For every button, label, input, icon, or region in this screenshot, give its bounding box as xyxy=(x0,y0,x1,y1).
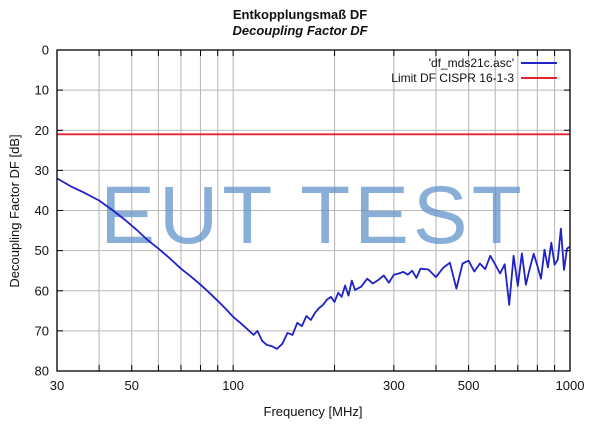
x-tick-label: 100 xyxy=(222,378,244,393)
y-axis-label: Decoupling Factor DF [dB] xyxy=(7,134,22,287)
y-tick-label: 60 xyxy=(35,283,49,298)
y-tick-label: 0 xyxy=(42,43,49,58)
x-tick-label: 30 xyxy=(50,378,64,393)
x-tick-label: 300 xyxy=(383,378,405,393)
y-tick-label: 30 xyxy=(35,163,49,178)
chart-title: Entkopplungsmaß DF xyxy=(232,7,368,22)
legend-label-2: Limit DF CISPR 16-1-3 xyxy=(391,71,514,85)
chart-subtitle: Decoupling Factor DF xyxy=(232,23,368,38)
x-tick-label: 50 xyxy=(124,378,138,393)
x-tick-label: 500 xyxy=(458,378,480,393)
x-axis-label: Frequency [MHz] xyxy=(264,404,363,419)
legend: 'df_mds21c.asc'Limit DF CISPR 16-1-3 xyxy=(391,56,557,85)
y-tick-label: 50 xyxy=(35,243,49,258)
x-tick-label: 1000 xyxy=(556,378,585,393)
y-tick-label: 10 xyxy=(35,83,49,98)
legend-label-1: 'df_mds21c.asc' xyxy=(429,56,514,70)
y-tick-label: 40 xyxy=(35,203,49,218)
y-tick-label: 70 xyxy=(35,323,49,338)
series-line-1 xyxy=(56,177,571,350)
series-layer xyxy=(56,133,571,350)
watermark-text: EUT TEST xyxy=(100,170,525,261)
y-tick-label: 80 xyxy=(35,364,49,379)
y-tick-label: 20 xyxy=(35,123,49,138)
